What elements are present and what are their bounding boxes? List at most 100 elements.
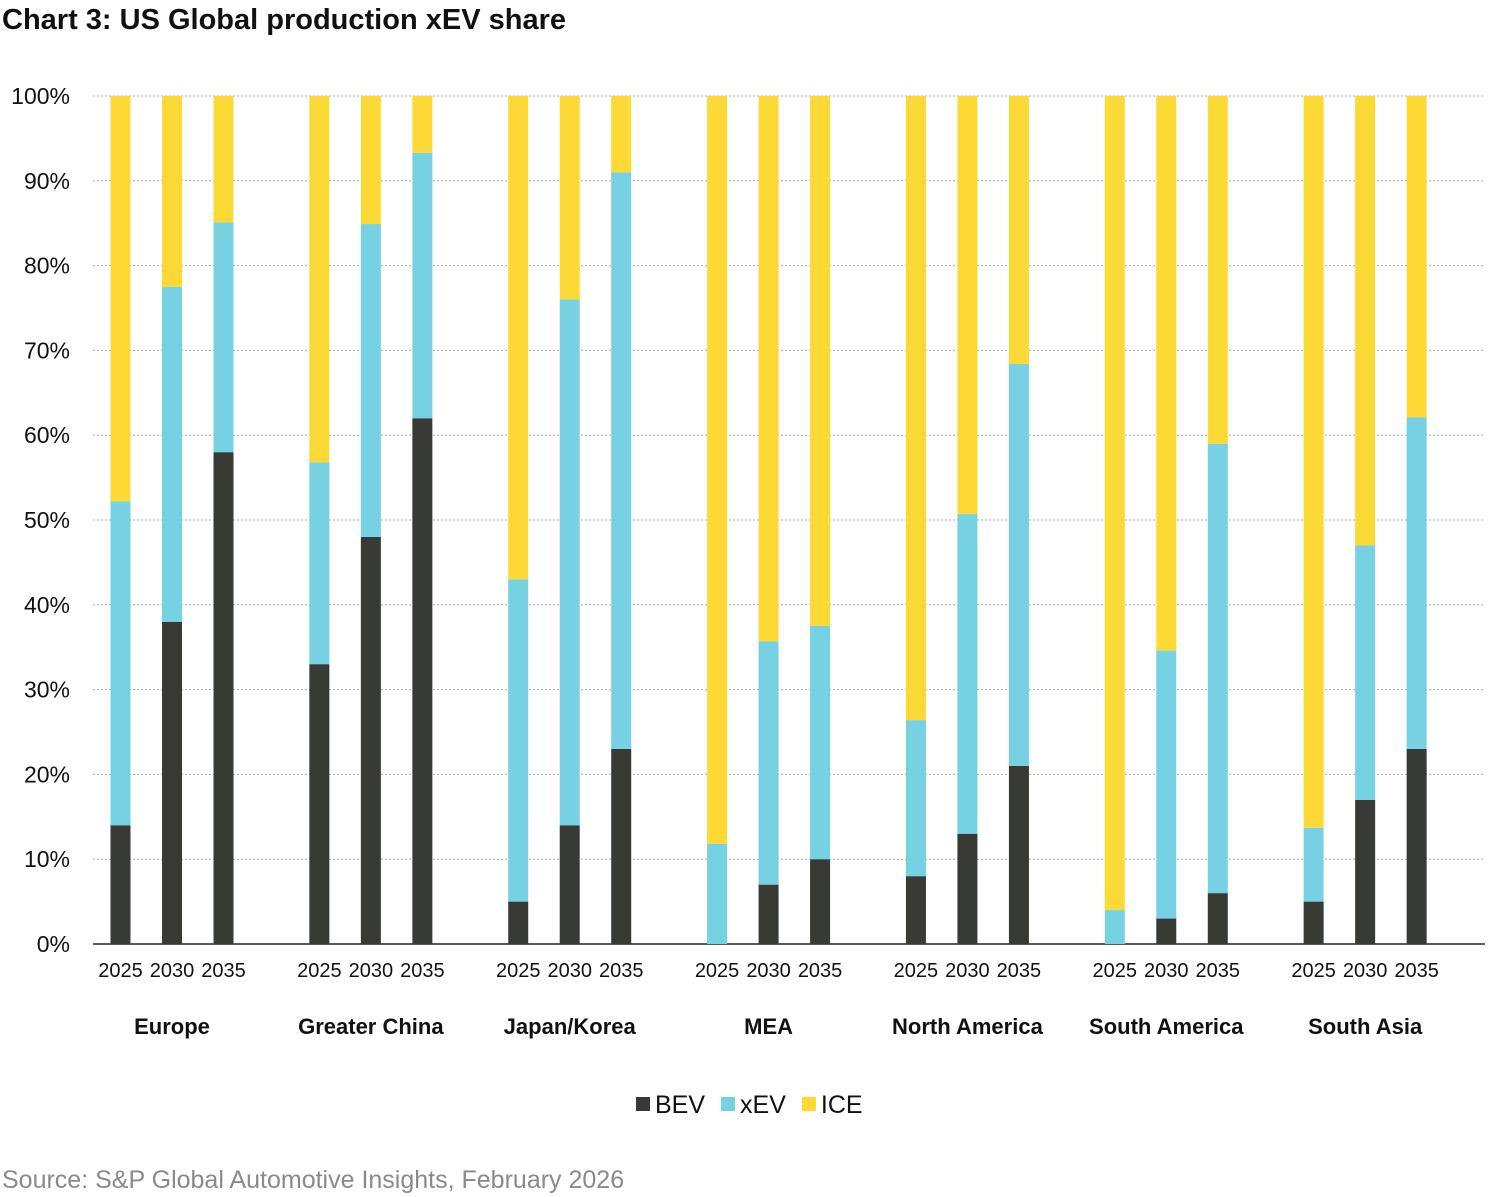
x-tick-label: 2030 [945,960,990,982]
x-tick-label: 2035 [1196,960,1241,982]
bar-xev-south-america-2025 [1104,910,1125,944]
bar-xev-north-america-2025 [905,720,926,877]
bar-xev-south-america-2035 [1207,443,1228,894]
bar-ice-mea-2030 [758,96,779,642]
bar-xev-mea-2030 [758,641,779,885]
bar-bev-greater-china-2035 [412,418,433,944]
x-tick-label: 2035 [997,960,1042,982]
bar-bev-europe-2030 [162,621,182,944]
x-tick-label: 2025 [98,960,143,982]
bar-bev-south-asia-2030 [1355,799,1376,944]
y-tick-label: 80% [24,253,70,279]
bar-xev-europe-2025 [110,501,131,826]
bar-ice-japan-korea-2025 [508,96,529,580]
legend-swatch-bev [636,1097,650,1111]
x-tick-label: 2025 [695,960,740,982]
y-tick-label: 40% [24,592,70,618]
legend-label-xev: xEV [740,1091,786,1119]
chart-title: Chart 3: US Global production xEV share [2,4,566,36]
legend-label-ice: ICE [821,1091,863,1119]
x-tick-label: 2025 [1291,960,1336,982]
y-tick-label: 20% [24,761,70,787]
legend-label-bev: BEV [655,1091,705,1119]
bar-xev-europe-2030 [162,286,182,622]
bar-xev-greater-china-2025 [309,462,330,665]
x-tick-label: 2030 [1144,960,1189,982]
bar-ice-south-asia-2030 [1355,96,1376,546]
x-tick-label: 2025 [894,960,939,982]
bar-bev-north-america-2025 [905,876,926,944]
source-note: Source: S&P Global Automotive Insights, … [2,1166,625,1194]
x-tick-label: 2030 [150,960,195,982]
bar-bev-japan-korea-2025 [508,901,529,944]
x-tick-label: 2025 [1093,960,1138,982]
bar-xev-south-asia-2025 [1303,827,1324,902]
y-tick-label: 50% [24,507,70,533]
bar-bev-europe-2035 [213,452,234,944]
bar-ice-south-asia-2035 [1406,96,1427,418]
bar-xev-mea-2025 [707,843,728,944]
bar-ice-south-america-2025 [1104,96,1125,911]
bar-xev-greater-china-2030 [360,224,381,537]
bar-ice-south-america-2030 [1156,96,1177,651]
x-tick-label: 2035 [599,960,644,982]
bar-ice-greater-china-2035 [412,96,433,153]
bar-bev-north-america-2035 [1008,765,1029,944]
y-tick-label: 0% [37,931,70,957]
bar-bev-japan-korea-2035 [611,748,632,944]
bar-ice-south-america-2035 [1207,96,1228,444]
bar-ice-mea-2025 [707,96,728,844]
x-tick-label: 2030 [547,960,592,982]
bar-xev-north-america-2035 [1008,363,1029,766]
y-tick-label: 70% [24,337,70,363]
y-tick-label: 60% [24,422,70,448]
bar-ice-europe-2035 [213,96,234,223]
group-label: Japan/Korea [504,1014,637,1039]
bar-xev-greater-china-2035 [412,152,433,419]
bar-ice-greater-china-2030 [360,96,381,225]
x-tick-label: 2035 [201,960,246,982]
bar-xev-japan-korea-2035 [611,172,632,749]
y-tick-label: 10% [24,846,70,872]
y-tick-label: 90% [24,168,70,194]
group-label: South Asia [1308,1014,1423,1039]
x-tick-label: 2025 [297,960,342,982]
bar-ice-japan-korea-2035 [611,96,632,173]
bar-xev-south-asia-2030 [1355,545,1376,800]
bar-ice-greater-china-2025 [309,96,330,463]
bar-bev-mea-2030 [758,884,779,944]
x-tick-label: 2030 [349,960,394,982]
group-label: MEA [744,1014,793,1039]
bar-xev-south-america-2030 [1156,650,1177,919]
bar-xev-mea-2035 [810,626,831,860]
legend-swatch-xev [721,1097,736,1111]
x-tick-label: 2035 [400,960,445,982]
bar-xev-north-america-2030 [957,514,978,834]
y-tick-label: 30% [24,677,70,703]
bar-xev-japan-korea-2030 [559,299,580,826]
bar-ice-north-america-2025 [905,96,926,721]
bar-ice-mea-2035 [810,96,831,626]
x-tick-label: 2030 [746,960,791,982]
x-tick-label: 2035 [1394,960,1439,982]
bar-bev-south-america-2035 [1207,893,1228,944]
legend-swatch-ice [801,1097,816,1111]
bar-ice-europe-2030 [162,96,182,287]
x-tick-label: 2030 [1343,960,1388,982]
bar-xev-south-asia-2035 [1406,417,1427,749]
x-tick-label: 2035 [798,960,843,982]
bar-bev-europe-2025 [110,825,131,944]
bar-xev-japan-korea-2025 [508,579,529,902]
bar-bev-south-asia-2035 [1406,748,1427,944]
bar-ice-north-america-2035 [1008,96,1029,364]
bar-bev-mea-2035 [810,859,831,944]
bar-bev-greater-china-2025 [309,664,330,944]
group-label: Greater China [298,1014,444,1039]
bar-ice-europe-2025 [110,96,131,502]
group-label: South America [1089,1014,1244,1039]
y-tick-label: 100% [11,83,70,109]
bar-bev-japan-korea-2030 [559,825,580,944]
group-label: Europe [134,1014,210,1039]
bar-bev-south-asia-2025 [1303,901,1324,944]
